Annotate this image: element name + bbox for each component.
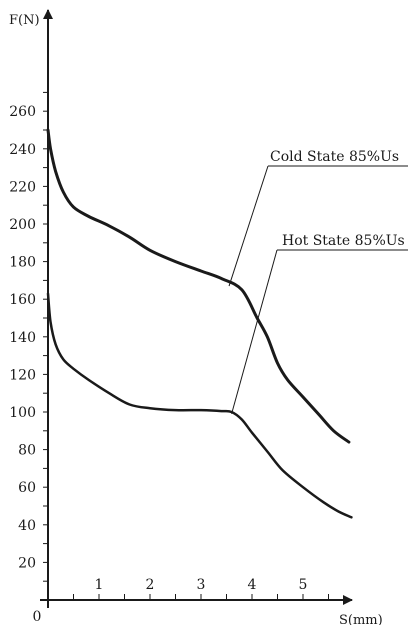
leader-line-hot-state [231,249,278,415]
y-tick-label-80: 80 [18,443,36,459]
y-tick-label-200: 200 [9,217,36,233]
origin-label: 0 [33,609,42,625]
y-tick-label-260: 260 [9,104,36,120]
y-tick-label-120: 120 [9,367,36,383]
leader-line-cold-state [228,165,269,287]
x-tick-label-3: 3 [197,577,206,593]
y-tick-label-220: 220 [9,179,36,195]
y-tick-label-100: 100 [9,405,36,421]
y-tick-label-240: 240 [9,142,36,158]
series-line-hot-state [46,292,353,519]
y-tick-label-180: 180 [9,255,36,271]
series-label-hot-state: Hot State 85%Us [282,233,405,249]
y-axis-title: F(N) [9,13,40,28]
y-tick-label-160: 160 [9,292,36,308]
y-tick-label-60: 60 [18,480,36,496]
x-axis-title: S(mm) [339,613,383,625]
y-tick-label-140: 140 [9,330,36,346]
x-tick-label-2: 2 [146,577,155,593]
y-ticks: 20 40 60 80 100 120 140 160 180 200 220 240 260 [9,91,48,582]
series-line-cold-state [46,128,351,444]
series-label-cold-state: Cold State 85%Us [270,149,399,165]
axes [40,9,353,608]
x-tick-label-1: 1 [95,577,104,593]
x-tick-label-5: 5 [299,577,308,593]
y-tick-label-20: 20 [18,555,36,571]
x-tick-label-4: 4 [248,577,257,593]
y-tick-label-40: 40 [18,518,36,534]
x-ticks: 1 2 3 4 5 [73,577,329,600]
annotation-layer: Cold State 85%Us Hot State 85%Us [228,149,408,415]
series-layer [46,128,353,519]
